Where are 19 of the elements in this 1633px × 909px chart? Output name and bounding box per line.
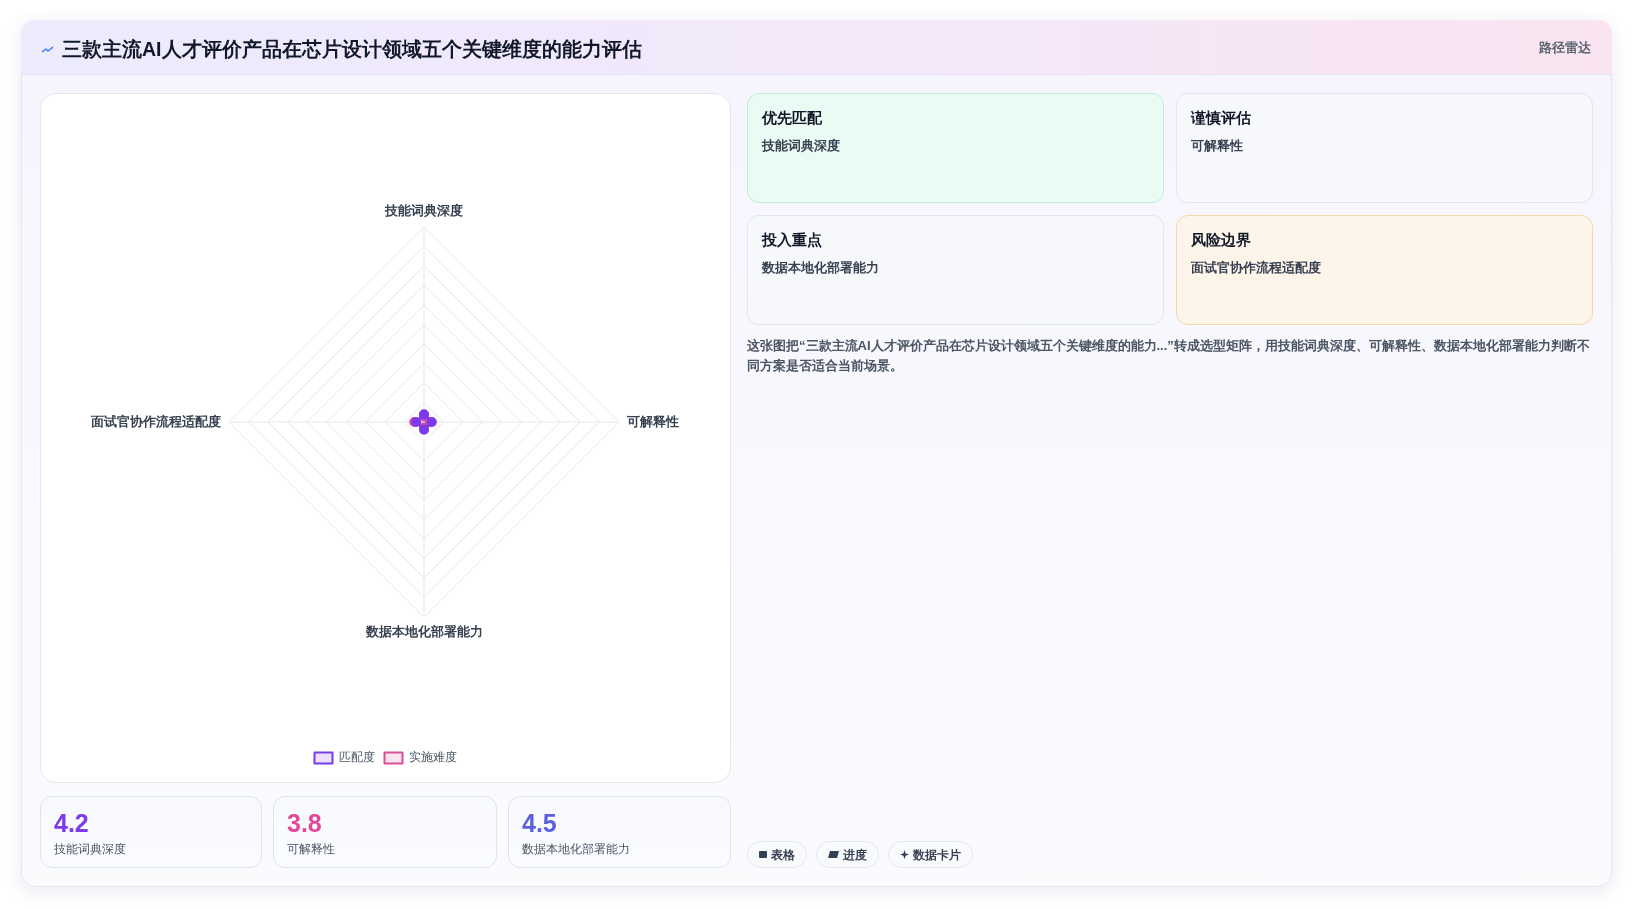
legend-label: 匹配度	[338, 750, 375, 765]
spoke-label: 可解释性	[626, 413, 679, 429]
tag-chip: 数据卡片	[888, 841, 973, 868]
chart-title: 三款主流AI人才评价产品在芯片设计领域五个关键维度的能力评估	[62, 37, 642, 62]
spoke-label: 面试官协作流程适配度	[90, 413, 221, 429]
insight-card: 谨慎评估 可解释性	[1176, 93, 1593, 203]
stat-card: 3.8 可解释性	[273, 796, 497, 868]
tag-chip: 表格	[747, 841, 807, 868]
tag-chip: 进度	[816, 841, 879, 868]
insight-card: 风险边界 面试官协作流程适配度	[1176, 215, 1593, 325]
text: 路径雷达	[1539, 39, 1591, 57]
insight-card: 优先匹配 技能词典深度	[747, 93, 1164, 203]
insight-card: 投入重点 数据本地化部署能力	[747, 215, 1164, 325]
text: 这张图把“三款主流AI人才评价产品在芯片设计领域五个关键维度的能力...”转成选型矩阵，用技能词典深度、可解释性、数据本地化部署能力判断不同方案是否适合当前场景。	[747, 337, 1591, 375]
stat-card: 4.2 技能词典深度	[40, 796, 262, 868]
stat-card: 4.5 数据本地化部署能力	[508, 796, 731, 868]
legend-label: 实施难度	[408, 750, 457, 765]
spoke-label: 技能词典深度	[384, 202, 463, 218]
spoke-label: 数据本地化部署能力	[364, 624, 483, 640]
